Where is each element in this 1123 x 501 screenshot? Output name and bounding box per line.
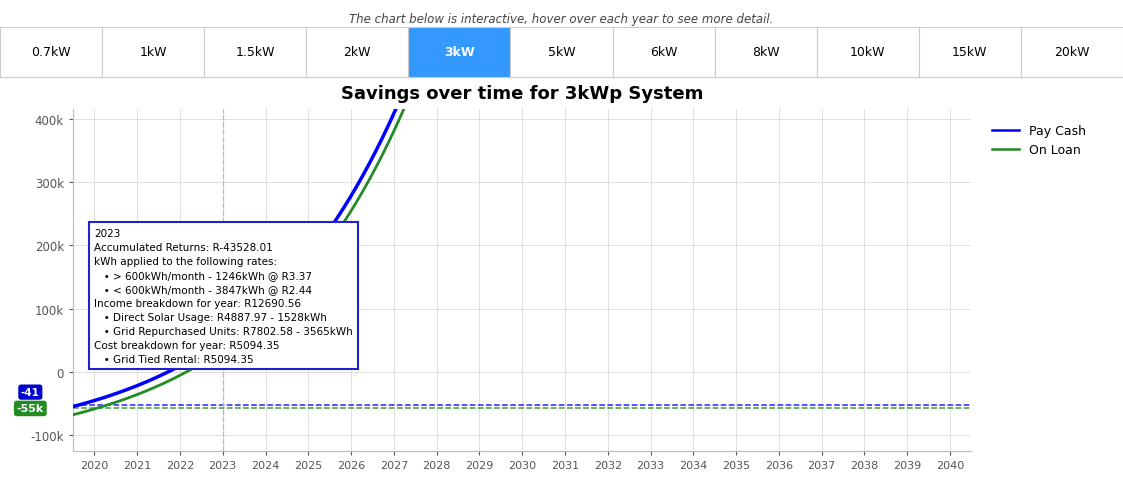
Text: 2023
Accumulated Returns: R-43528.01
kWh applied to the following rates:
   • > : 2023 Accumulated Returns: R-43528.01 kWh… <box>94 228 353 364</box>
Text: -41: -41 <box>21 387 39 397</box>
Text: 3kW: 3kW <box>444 46 475 59</box>
Text: 6kW: 6kW <box>650 46 677 59</box>
Text: 1kW: 1kW <box>139 46 167 59</box>
Text: 20kW: 20kW <box>1054 46 1089 59</box>
Text: The chart below is interactive, hover over each year to see more detail.: The chart below is interactive, hover ov… <box>349 13 774 26</box>
Text: -55k: -55k <box>17 404 44 414</box>
Text: 8kW: 8kW <box>752 46 779 59</box>
Text: 5kW: 5kW <box>548 46 575 59</box>
Text: 10kW: 10kW <box>850 46 886 59</box>
Text: 1.5kW: 1.5kW <box>236 46 275 59</box>
Text: 15kW: 15kW <box>952 46 987 59</box>
Legend: Pay Cash, On Loan: Pay Cash, On Loan <box>987 120 1092 162</box>
Title: Savings over time for 3kWp System: Savings over time for 3kWp System <box>341 85 703 103</box>
Text: 2kW: 2kW <box>344 46 371 59</box>
Text: 0.7kW: 0.7kW <box>31 46 71 59</box>
